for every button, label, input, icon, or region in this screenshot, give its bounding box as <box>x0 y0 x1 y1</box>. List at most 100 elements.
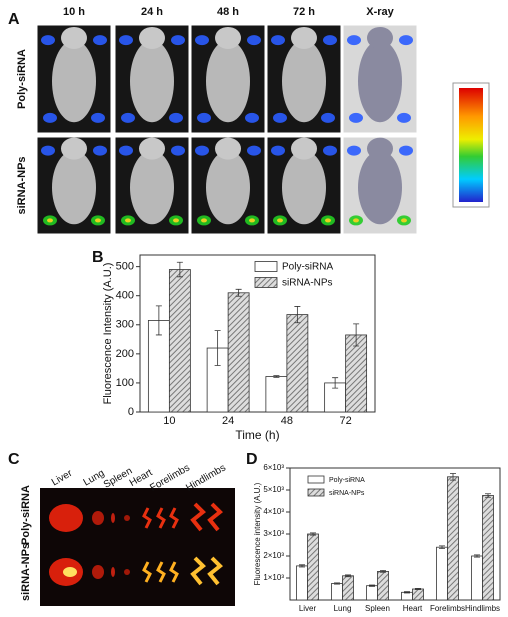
column-heading: 48 h <box>217 6 239 18</box>
mouse-head <box>215 137 241 160</box>
row-heading: Poly-siRNA <box>16 49 28 109</box>
signal-core <box>401 218 407 223</box>
error-bar <box>176 261 183 278</box>
signal-spot <box>323 145 337 156</box>
organ-spleen <box>111 513 115 523</box>
signal-spot <box>119 145 133 156</box>
error-bar <box>485 493 491 498</box>
signal-core <box>95 218 101 223</box>
signal-spot <box>197 112 211 123</box>
signal-spot <box>93 35 107 46</box>
signal-spot <box>397 112 411 123</box>
bar <box>168 269 191 413</box>
mouse-head <box>61 26 87 49</box>
signal-spot <box>399 35 413 46</box>
mouse-head <box>291 26 317 49</box>
bar <box>296 565 308 601</box>
organ-spleen <box>111 567 115 577</box>
signal-spot <box>43 112 57 123</box>
error-bar <box>273 375 280 378</box>
plot-frame <box>139 254 376 413</box>
legend-label: siRNA-NPs <box>329 490 365 497</box>
signal-core <box>125 218 131 223</box>
organ-limb <box>190 502 206 532</box>
signal-core <box>249 218 255 223</box>
mouse-body <box>130 40 174 123</box>
organ-limb <box>169 507 179 529</box>
mouse-body <box>358 40 402 123</box>
bar <box>366 585 378 601</box>
signal-spot <box>169 112 183 123</box>
signal-spot <box>271 145 285 156</box>
signal-spot <box>321 112 335 123</box>
error-bar <box>415 587 421 591</box>
error-bar <box>380 570 386 573</box>
signal-spot <box>195 35 209 46</box>
column-heading: 72 h <box>293 6 315 18</box>
error-bar <box>474 554 480 558</box>
signal-spot <box>271 35 285 46</box>
y-tick-label: 400 <box>116 290 134 302</box>
signal-spot <box>247 145 261 156</box>
mouse-head <box>139 137 165 160</box>
x-tick-label: Heart <box>403 604 423 613</box>
panel-label: A <box>8 11 20 28</box>
organ-limb <box>156 561 166 583</box>
legend-label: Poly-siRNA <box>329 477 365 484</box>
y-tick-label: 100 <box>116 377 134 389</box>
organ-label: Liver <box>50 468 75 489</box>
row-heading: siRNA-NPs <box>20 543 32 601</box>
x-tick-label: Liver <box>299 604 317 613</box>
error-bar <box>235 288 242 297</box>
bar <box>377 571 389 601</box>
mouse-body <box>358 150 402 225</box>
mouse-body <box>52 40 96 123</box>
organ-lung <box>92 565 104 579</box>
organ-limb <box>142 507 152 529</box>
error-bar <box>369 584 375 587</box>
organ-limb <box>156 507 166 529</box>
column-heading: X-ray <box>366 6 394 18</box>
signal-spot <box>273 112 287 123</box>
mouse-head <box>367 26 393 49</box>
signal-spot <box>195 145 209 156</box>
bar <box>482 495 494 601</box>
mouse-body <box>206 40 250 123</box>
organ-limb <box>190 556 206 586</box>
error-bar <box>294 306 301 324</box>
mouse-body <box>282 150 326 225</box>
error-bar <box>332 377 339 389</box>
bar <box>286 314 309 413</box>
error-bar <box>450 473 456 481</box>
mouse-body <box>52 150 96 225</box>
legend-label: siRNA-NPs <box>282 278 333 289</box>
mouse-head <box>367 137 393 160</box>
signal-spot <box>41 145 55 156</box>
signal-spot <box>245 112 259 123</box>
y-tick-label: 200 <box>116 348 134 360</box>
error-bar <box>214 330 221 366</box>
signal-core <box>353 218 359 223</box>
bar <box>307 533 319 601</box>
signal-core <box>201 218 207 223</box>
signal-spot <box>93 145 107 156</box>
y-tick-label: 3×10³ <box>263 529 284 538</box>
y-axis-label: Fluorescence Intensity (A.U.) <box>102 263 114 405</box>
signal-core <box>277 218 283 223</box>
signal-spot <box>347 35 361 46</box>
signal-spot <box>121 112 135 123</box>
y-tick-label: 2×10³ <box>263 551 284 560</box>
y-tick-label: 6×10³ <box>263 463 284 472</box>
signal-spot <box>347 145 361 156</box>
organ-hot <box>63 567 77 577</box>
signal-spot <box>349 112 363 123</box>
plot-frame <box>289 467 501 601</box>
y-tick-label: 0 <box>128 406 134 418</box>
bar <box>447 476 459 601</box>
error-bar <box>345 574 351 578</box>
mouse-head <box>291 137 317 160</box>
organ-heart <box>124 515 130 521</box>
legend-swatch <box>307 475 325 484</box>
legend-label: Poly-siRNA <box>282 262 333 273</box>
